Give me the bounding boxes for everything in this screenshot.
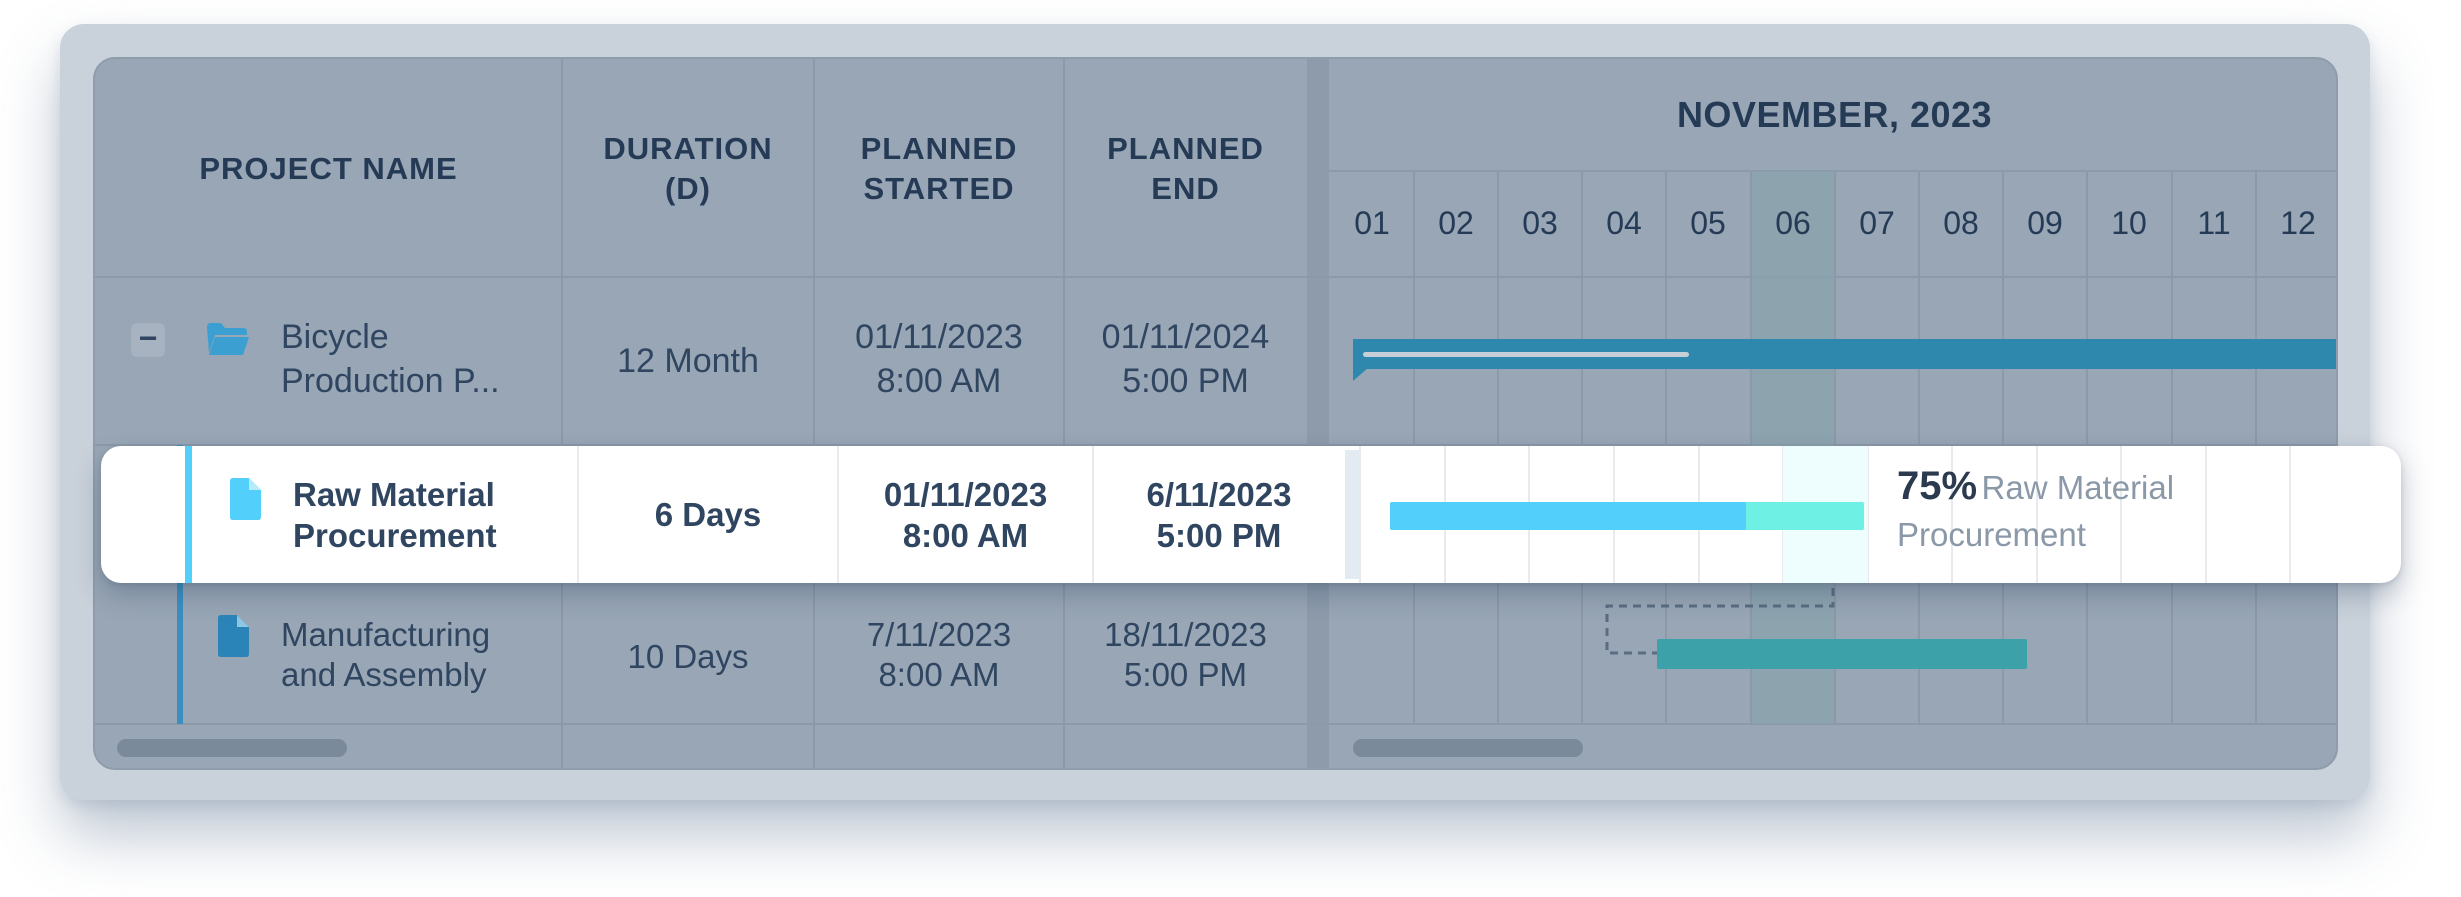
row-name-line1: Manufacturing [281,616,491,653]
row-duration: 12 Month [617,342,759,380]
day-label: 01 [1354,205,1390,241]
row-end-time: 5:00 PM [1124,656,1247,693]
header-planned-end-line2: END [1151,171,1220,206]
row-start-time: 8:00 AM [902,517,1029,554]
file-icon [230,478,261,520]
row-end-date: 01/11/2024 [1101,318,1270,356]
selected-task-row[interactable]: Raw Material Procurement 6 Days 01/11/20… [101,446,2401,583]
day-label: 03 [1522,205,1558,241]
row-end-time: 5:00 PM [1122,362,1249,400]
day-label: 12 [2280,205,2316,241]
row-name-line1: Raw Material [293,476,495,513]
day-label: 10 [2111,205,2147,241]
header-project-name[interactable]: PROJECT NAME [199,151,458,186]
file-icon [218,615,249,657]
header-duration-line2: (D) [664,171,712,206]
header-planned-end-line1: PLANNED [1107,131,1264,166]
gantt-panel: PROJECT NAME DURATION (D) PLANNED STARTE… [93,57,2338,770]
row-project-name[interactable]: Manufacturing and Assembly [281,615,490,695]
row-planned-start: 01/11/2023 8:00 AM [814,315,1064,403]
header-planned-started[interactable]: PLANNED STARTED [814,129,1064,209]
row-start-date: 01/11/2023 [855,318,1023,356]
day-label: 05 [1690,205,1726,241]
tooltip-percent: 75% [1897,464,1978,508]
row-end-date: 6/11/2023 [1146,476,1292,513]
day-label: 04 [1606,205,1642,241]
chart-horizontal-scrollbar[interactable] [1353,739,1583,757]
task-bar[interactable] [1390,502,1864,530]
row-planned-end: 18/11/2023 5:00 PM [1064,615,1307,695]
row-name-line1: Bicycle [281,318,389,356]
row-planned-start: 01/11/2023 8:00 AM [838,474,1093,556]
row-planned-end: 01/11/2024 5:00 PM [1064,315,1307,403]
header-planned-started-line1: PLANNED [860,131,1018,166]
day-label: 02 [1438,205,1474,241]
day-label: 09 [2027,205,2063,241]
row-duration: 6 Days [654,496,762,533]
collapse-button[interactable]: − [131,322,165,357]
day-label: 11 [2197,205,2231,241]
row-project-name[interactable]: Raw Material Procurement [293,474,497,556]
row-name-line2: Procurement [293,517,497,554]
task-bar-progress [1390,502,1746,530]
header-duration-line1: DURATION [603,131,773,166]
day-label: 07 [1859,205,1895,241]
row-name-line2: and Assembly [281,656,487,693]
day-label: 08 [1943,205,1979,241]
row-start-time: 8:00 AM [876,362,1002,400]
day-label-highlighted: 06 [1775,205,1811,241]
row-end-date: 18/11/2023 [1104,616,1267,653]
row-project-name[interactable]: Bicycle Production P... [281,315,500,403]
folder-icon [207,323,249,355]
row-start-time: 8:00 AM [878,656,1000,693]
timeline-month: NOVEMBER, 2023 [1676,94,1993,135]
tooltip-name-line2: Procurement [1897,516,2086,553]
task-tooltip: 75% Raw Material Procurement [1897,466,2174,555]
row-end-time: 5:00 PM [1156,517,1282,554]
header-planned-end[interactable]: PLANNED END [1064,129,1307,209]
row-duration: 10 Days [627,638,749,675]
header-planned-started-line2: STARTED [863,171,1015,206]
header-duration[interactable]: DURATION (D) [562,129,814,209]
summary-bar-progress [1363,352,1689,357]
task-bar[interactable] [1657,639,2027,669]
row-name-line2: Production P... [281,362,500,400]
summary-bar-start-marker [1353,367,1369,381]
row-start-date: 7/11/2023 [866,616,1012,653]
row-start-date: 01/11/2023 [883,476,1048,513]
row-planned-start: 7/11/2023 8:00 AM [814,615,1064,695]
row-planned-end: 6/11/2023 5:00 PM [1093,474,1345,556]
grid-horizontal-scrollbar[interactable] [117,739,347,757]
tooltip-name-line1: Raw Material [1981,469,2175,506]
